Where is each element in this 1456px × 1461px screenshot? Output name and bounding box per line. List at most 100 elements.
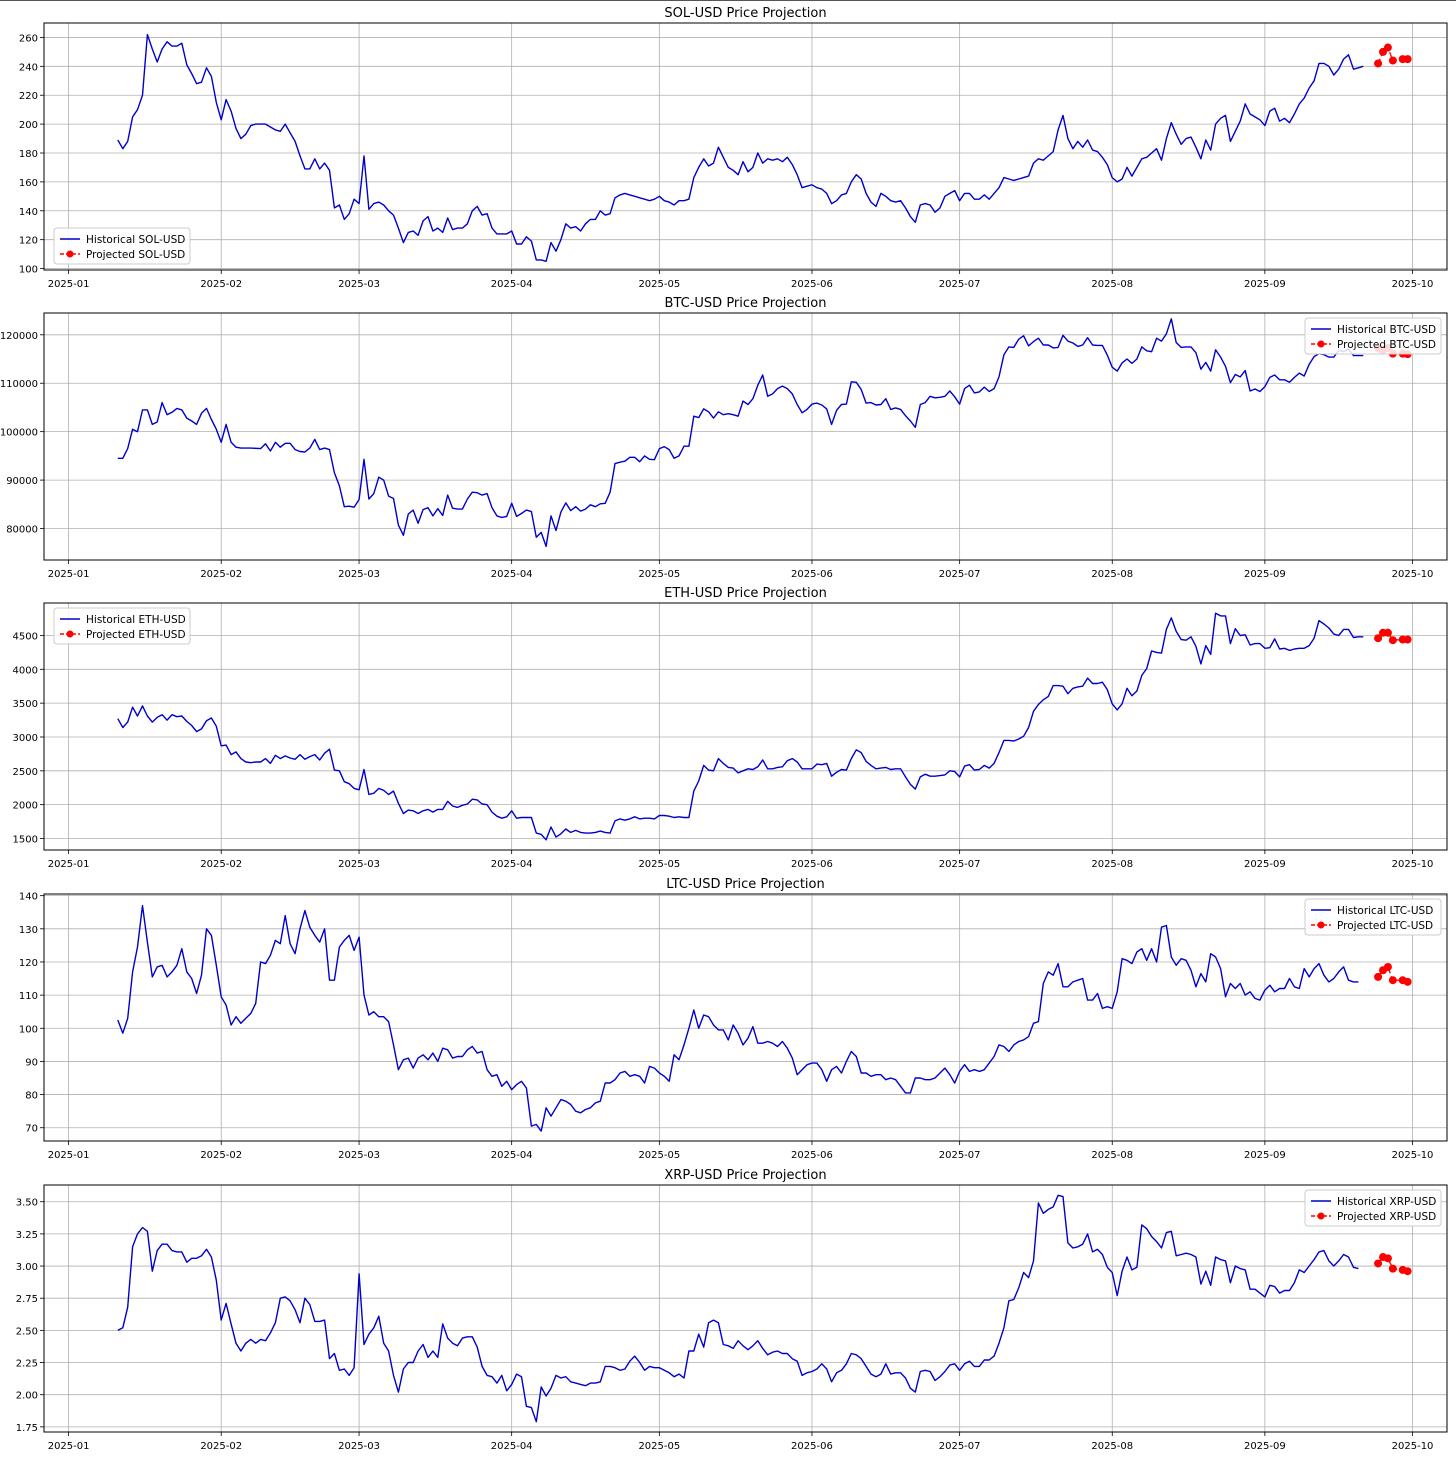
x-tick-label: 2025-07 (939, 1441, 981, 1452)
y-tick-label: 4000 (13, 665, 38, 676)
axes-frame (43, 602, 1448, 851)
x-tick-label: 2025-07 (939, 279, 981, 290)
x-tick-label: 2025-05 (638, 569, 680, 580)
y-tick-label: 2.50 (16, 1326, 38, 1337)
y-tick-label: 80 (25, 1091, 38, 1102)
x-tick-label: 2025-04 (491, 569, 533, 580)
axes-frame (43, 312, 1448, 561)
y-tick-label: 1.75 (16, 1423, 38, 1434)
chart-title: LTC-USD Price Projection (666, 877, 824, 892)
plot-area (44, 894, 1447, 1141)
x-tick-label: 2025-05 (638, 279, 680, 290)
x-tick-label: 2025-01 (48, 279, 90, 290)
x-tick-label: 2025-09 (1244, 1441, 1286, 1452)
projected-point (1403, 635, 1412, 644)
legend: Historical SOL-USD Projected SOL-USD (53, 227, 191, 265)
x-tick-label: 2025-08 (1091, 1441, 1133, 1452)
y-tick-label: 140 (19, 207, 38, 218)
legend-entry-label: Projected SOL-USD (86, 249, 185, 261)
x-tick-label: 2025-08 (1091, 279, 1133, 290)
y-tick-label: 120000 (0, 331, 38, 342)
y-tick-label: 100000 (0, 428, 38, 439)
chart-title: BTC-USD Price Projection (665, 296, 827, 311)
y-tick-label: 90 (25, 1057, 38, 1068)
x-tick-label: 2025-02 (200, 1441, 242, 1452)
y-tick-label: 2000 (13, 801, 38, 812)
legend-box (1304, 1189, 1442, 1227)
x-tick-label: 2025-08 (1091, 1150, 1133, 1161)
projected-point (1383, 43, 1392, 52)
projected-point (1388, 636, 1397, 645)
y-tick-label: 2500 (13, 767, 38, 778)
projected-point (1383, 1254, 1392, 1263)
y-tick-label: 1500 (13, 834, 38, 845)
legend-projected-marker (66, 630, 74, 638)
axes-frame (43, 893, 1448, 1142)
historical-series-line (117, 33, 1364, 262)
y-tick-label: 70 (25, 1124, 38, 1135)
x-tick-label: 2025-10 (1392, 279, 1434, 290)
y-tick-label: 3.00 (16, 1262, 38, 1273)
y-tick-label: 240 (19, 62, 38, 73)
chart-title: XRP-USD Price Projection (664, 1168, 826, 1183)
y-tick-label: 200 (19, 120, 38, 131)
y-tick-label: 160 (19, 178, 38, 189)
legend-entry-label: Projected LTC-USD (1337, 920, 1433, 932)
y-tick-label: 3.25 (16, 1230, 38, 1241)
x-tick-label: 2025-06 (791, 1441, 833, 1452)
legend-box (1304, 898, 1442, 936)
y-tick-label: 3500 (13, 699, 38, 710)
x-tick-label: 2025-09 (1244, 279, 1286, 290)
legend-projected-marker (1317, 921, 1325, 929)
y-tick-label: 110000 (0, 379, 38, 390)
x-tick-label: 2025-06 (791, 859, 833, 870)
y-tick-label: 110 (19, 991, 38, 1002)
x-tick-label: 2025-01 (48, 859, 90, 870)
projected-point (1403, 55, 1412, 64)
legend-box (53, 607, 191, 645)
projected-point (1403, 1267, 1412, 1276)
legend-box (53, 227, 191, 265)
y-tick-label: 180 (19, 149, 38, 160)
x-tick-label: 2025-03 (338, 1150, 380, 1161)
legend-entry-label: Historical XRP-USD (1337, 1196, 1436, 1208)
legend-entry-label: Historical BTC-USD (1337, 324, 1436, 336)
y-tick-label: 2.25 (16, 1359, 38, 1370)
historical-series-line (117, 318, 1364, 548)
y-tick-label: 3.50 (16, 1198, 38, 1209)
plot-area (44, 603, 1447, 850)
projected-point (1383, 628, 1392, 637)
x-tick-label: 2025-10 (1392, 1441, 1434, 1452)
x-tick-label: 2025-01 (48, 1441, 90, 1452)
x-tick-label: 2025-05 (638, 1441, 680, 1452)
legend-entry-label: Projected XRP-USD (1337, 1211, 1436, 1223)
x-tick-label: 2025-04 (491, 859, 533, 870)
axes-frame (43, 22, 1448, 271)
y-tick-label: 100 (19, 1024, 38, 1035)
plot-area (44, 313, 1447, 560)
legend: Historical ETH-USD Projected ETH-USD (53, 607, 191, 645)
y-tick-label: 4500 (13, 631, 38, 642)
x-tick-label: 2025-08 (1091, 569, 1133, 580)
historical-series-line (117, 904, 1359, 1132)
y-tick-label: 100 (19, 265, 38, 276)
x-tick-label: 2025-06 (791, 569, 833, 580)
projected-point (1388, 56, 1397, 65)
y-tick-label: 220 (19, 91, 38, 102)
legend: Historical LTC-USD Projected LTC-USD (1304, 898, 1442, 936)
legend-entry-label: Historical SOL-USD (86, 234, 185, 246)
projected-point (1374, 634, 1383, 643)
chart-btc-usd: BTC-USD Price Projection 80000 90000 100000… (0, 296, 1448, 580)
chart-ltc-usd: LTC-USD Price Projection 70 80 90 100 110 120 1… (19, 877, 1448, 1161)
x-tick-label: 2025-03 (338, 859, 380, 870)
projected-point (1374, 59, 1383, 68)
projected-series-line (1377, 632, 1408, 641)
y-tick-label: 80000 (6, 525, 38, 536)
x-tick-label: 2025-08 (1091, 859, 1133, 870)
chart-title: ETH-USD Price Projection (664, 586, 827, 601)
x-tick-label: 2025-05 (638, 859, 680, 870)
legend-box (1304, 317, 1442, 355)
legend-entry-label: Historical LTC-USD (1337, 905, 1433, 917)
